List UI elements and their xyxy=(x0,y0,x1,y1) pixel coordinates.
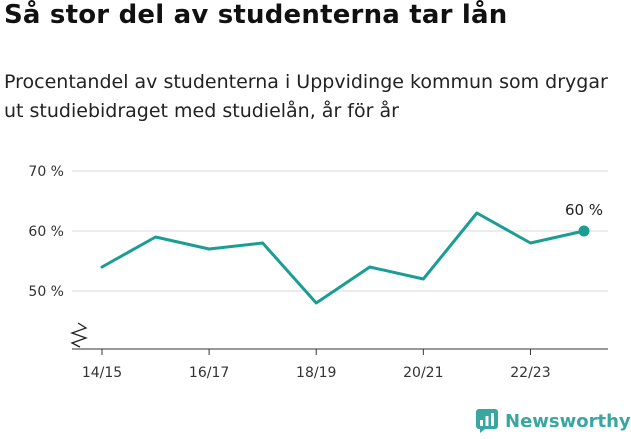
x-tick-label: 16/17 xyxy=(189,365,229,381)
y-tick-label: 50 % xyxy=(28,284,64,300)
x-tick-label: 14/15 xyxy=(82,365,122,381)
brand-logo: Newsworthy xyxy=(475,408,631,434)
x-tick-label: 20/21 xyxy=(403,365,443,381)
brand-name: Newsworthy xyxy=(505,410,631,432)
y-tick-label: 60 % xyxy=(28,224,64,240)
newsworthy-logo-icon xyxy=(476,409,498,433)
last-point-dot xyxy=(578,225,590,237)
x-tick-label: 18/19 xyxy=(296,365,336,381)
series-line xyxy=(100,211,586,305)
y-tick-label: 70 % xyxy=(28,164,64,180)
x-axis xyxy=(70,322,608,355)
chart-subtitle: Procentandel av studenterna i Uppvidinge… xyxy=(4,71,608,122)
line-chart: 50 % 60 % 70 % 14/15 16/17 18/19 20/21 22/23 60 … xyxy=(28,164,608,381)
labels-layer: 50 % 60 % 70 % 14/15 16/17 18/19 20/21 22/23 60 … xyxy=(28,164,603,381)
series-layer xyxy=(100,211,590,305)
axis-break-icon xyxy=(70,322,88,348)
last-value-label: 60 % xyxy=(565,201,603,219)
chart-title: Så stor del av studenterna tar lån xyxy=(4,0,508,30)
x-tick-label: 22/23 xyxy=(510,365,550,381)
gridlines xyxy=(72,170,608,292)
